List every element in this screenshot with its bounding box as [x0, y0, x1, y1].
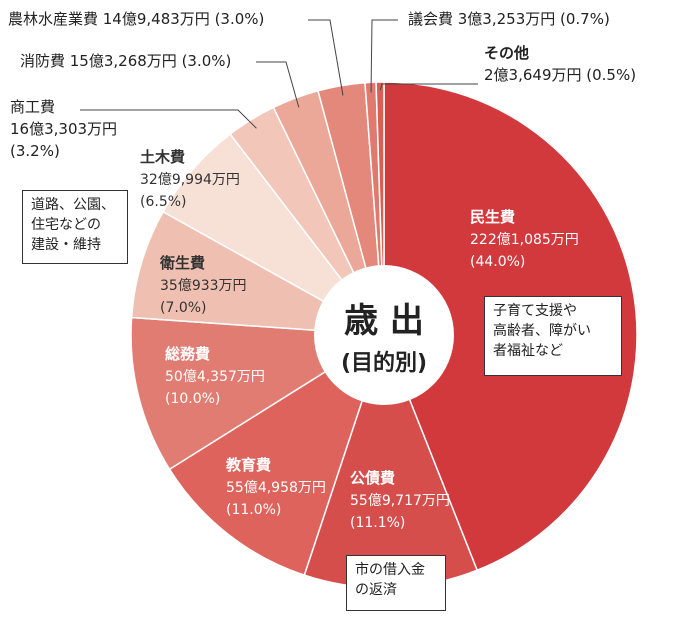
slice-label-pct-0: (44.0%) — [470, 254, 525, 270]
pie-slice-4 — [130, 210, 385, 336]
note-welfare: 子育て支援や 高齢者、障がい 者福祉など — [484, 296, 622, 376]
slice-label-amount-5: 32億9,994万円 — [140, 172, 240, 188]
outside-label-10-0: その他 — [484, 44, 529, 62]
pie-slice-2 — [168, 333, 386, 577]
leader-line-6 — [80, 109, 257, 129]
outside-label-6-0: 商工費 — [10, 98, 55, 116]
slice-label-pct-3: (10.0%) — [165, 391, 220, 407]
outside-label-6-2: (3.2%) — [10, 142, 60, 160]
leader-line-9 — [370, 19, 398, 93]
leader-lines — [80, 19, 478, 129]
outside-label-6-1: 16億3,303万円 — [10, 120, 117, 138]
chart-title: 歳 出 — [344, 301, 424, 341]
outside-label-8-0: 農林水産業費 14億9,483万円 (3.0%) — [8, 10, 264, 28]
leader-line-10 — [379, 83, 478, 91]
slice-label-name-5: 土木費 — [140, 148, 185, 166]
slice-label-pct-2: (11.0%) — [226, 502, 281, 518]
slice-label-amount-1: 55億9,717万円 — [350, 493, 450, 509]
outside-label-9-0: 議会費 3億3,253万円 (0.7%) — [408, 10, 610, 28]
slice-label-pct-4: (7.0%) — [160, 300, 207, 316]
note-debt: 市の借入金 の返済 — [346, 555, 446, 611]
slice-label-pct-5: (6.5%) — [140, 194, 187, 210]
leader-line-7 — [256, 61, 300, 108]
slice-label-pct-1: (11.1%) — [350, 515, 405, 531]
slice-labels: 民生費 222億1,085万円 (44.0%) 公債費 55億9,717万円 (11.1%… — [8, 10, 636, 531]
slice-label-amount-3: 50億4,357万円 — [165, 369, 265, 385]
slice-label-amount-0: 222億1,085万円 — [470, 232, 579, 248]
outside-label-7-0: 消防費 15億3,268万円 (3.0%) — [20, 52, 231, 70]
slice-label-name-2: 教育費 — [225, 456, 271, 474]
slice-label-name-3: 総務費 — [165, 345, 210, 363]
slice-label-amount-4: 35億933万円 — [160, 278, 247, 294]
slice-label-name-4: 衛生費 — [159, 254, 205, 272]
center-hole — [314, 265, 454, 405]
slice-label-name-1: 公債費 — [350, 469, 395, 487]
slice-label-amount-2: 55億4,958万円 — [226, 480, 326, 496]
chart-subtitle: (目的別) — [341, 350, 427, 376]
note-civil-engineering: 道路、公園、 住宅などの 建設・維持 — [22, 190, 128, 264]
slice-label-name-0: 民生費 — [470, 208, 515, 226]
outside-label-10-1: 2億3,649万円 (0.5%) — [484, 66, 636, 84]
leader-line-8 — [308, 19, 344, 96]
